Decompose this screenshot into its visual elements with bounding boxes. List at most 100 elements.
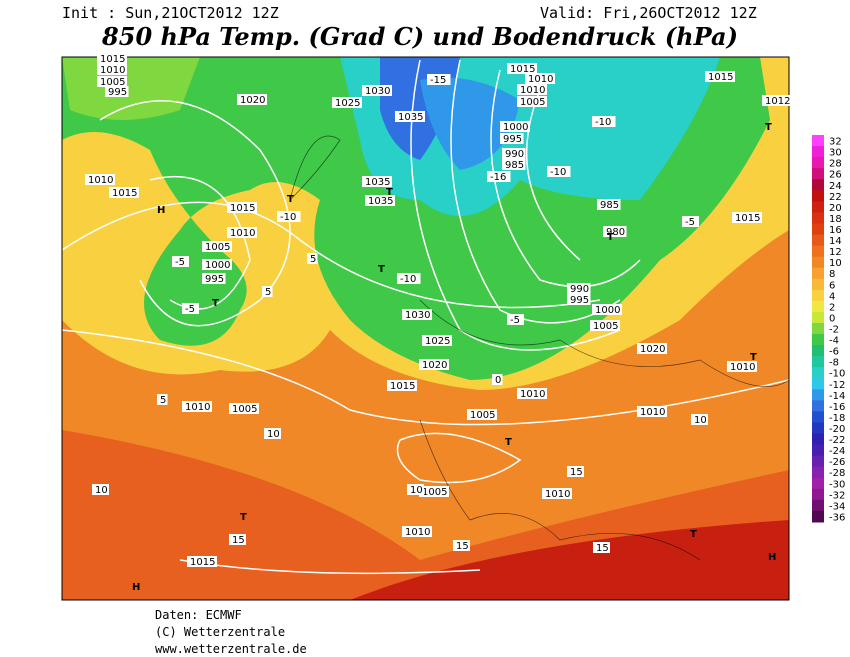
colorbar-label: 2 [829,302,835,313]
label-box [182,303,199,314]
label-box [105,86,129,97]
label-box [237,94,267,105]
label-box [592,304,622,315]
contour-label: 1030 [365,86,390,97]
label-box [727,361,757,372]
contour-label: 995 [108,87,127,98]
colorbar-label: -28 [829,468,845,479]
contour-label: 5 [160,395,166,406]
contour-label: 1010 [230,228,255,239]
colorbar-swatch [812,356,824,368]
colorbar-swatch [812,300,824,313]
contour-label: 1010 [88,175,113,186]
label-box [97,76,127,87]
contour-label: 1005 [470,410,495,421]
label-box [593,542,610,553]
colorbar-swatch [812,466,824,479]
colorbar-swatch [812,245,824,258]
label-box [691,414,708,425]
label-box [227,202,257,213]
label-box [517,96,547,107]
pressure-center: T [386,187,393,198]
colorbar-label: 6 [829,280,835,291]
colorbar-swatch [812,345,824,357]
contour-label: 1010 [520,85,545,96]
label-box [592,116,616,127]
label-box [92,484,109,495]
contour-label: 1010 [640,407,665,418]
pressure-center: T [505,437,512,448]
colorbar-swatch [812,477,824,490]
pressure-center: T [607,232,614,243]
contour-label: 1015 [230,203,255,214]
contour-label: 10 [95,485,108,496]
label-box [590,320,620,331]
colorbar-label: -6 [829,347,839,358]
label-box [502,159,526,170]
label-box [453,540,470,551]
contour-label: 1005 [205,242,230,253]
map-frame [61,56,790,601]
colorbar-swatch [812,334,824,346]
contour-label: 0 [495,375,501,386]
contour-label: -10 [280,212,296,223]
label-box [427,74,451,85]
label-box [507,314,524,325]
colorbar-swatch [812,411,824,423]
colorbar-swatch [812,455,824,468]
label-box [365,195,395,206]
colorbar-label: -10 [829,369,845,380]
contour-label: 1020 [640,344,665,355]
label-box [109,187,139,198]
contour-label: 1015 [390,381,415,392]
contour-label: -5 [685,217,695,228]
label-box [567,294,591,305]
pressure-center: H [157,205,165,216]
contour-label: 1000 [595,305,620,316]
colorbar-label: 16 [829,225,842,236]
contour-label: 985 [600,200,619,211]
pressure-center: H [132,582,140,593]
colorbar-swatch [812,510,824,523]
label-box [362,176,392,187]
colorbar-label: -12 [829,380,845,391]
contour-label: -15 [430,75,446,86]
colorbar-swatch [812,444,824,457]
label-box [492,374,503,385]
colorbar-label: -32 [829,490,845,501]
contour-label: 1005 [520,97,545,108]
pressure-center: H [768,552,776,563]
colorbar-swatch [812,223,824,236]
map-title: 850 hPa Temp. (Grad C) und Bodendruck (h… [101,22,738,51]
label-box [500,121,530,132]
contour-label: 990 [570,284,589,295]
contour-label: 1010 [545,489,570,500]
colorbar-label: -22 [829,435,845,446]
contour-label: -5 [175,257,185,268]
colorbar-swatch [812,212,824,224]
contour-label: 1025 [425,336,450,347]
label-box [502,148,526,159]
contour-label: -10 [595,117,611,128]
label-box [637,343,667,354]
contour-label: 1020 [422,360,447,371]
label-box [182,401,212,412]
init-time: Init : Sun,21OCT2012 12Z [62,4,279,22]
colorbar-label: -34 [829,501,845,512]
contour-label: 5 [265,287,271,298]
colorbar-label: 24 [829,181,842,192]
colorbar-label: 12 [829,247,842,258]
contour-label: 10 [410,485,423,496]
contour-label: 995 [503,134,522,145]
colorbar-swatch [812,322,824,335]
colorbar-label: 4 [829,291,835,302]
contour-label: 1012 [765,96,790,107]
contour-label: 15 [456,541,469,552]
source-url: www.wetterzentrale.de [155,642,307,656]
label-box [500,133,524,144]
label-box [395,111,425,122]
label-box [157,394,168,405]
colorbar-swatch [812,201,824,213]
label-box [419,359,449,370]
contour-label: 1010 [520,389,545,400]
